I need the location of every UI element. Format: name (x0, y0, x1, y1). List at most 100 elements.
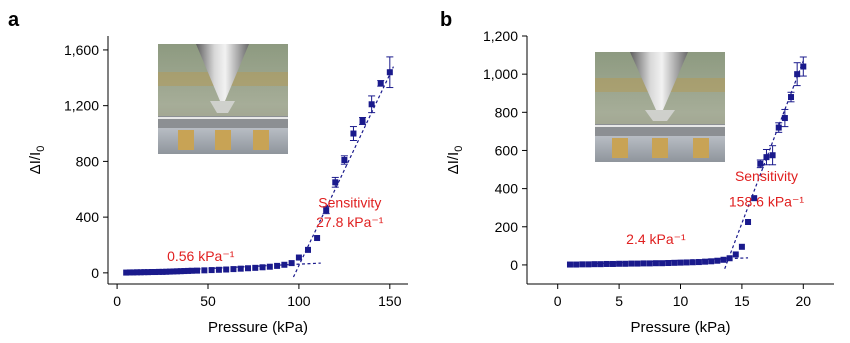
chart-a-data-point (274, 262, 281, 269)
panel-label-a: a (8, 9, 20, 31)
chart-b-ytick-label: 600 (495, 142, 519, 158)
chart-a-xtick-label: 150 (378, 293, 402, 309)
chart-b-data-point (603, 260, 610, 267)
chart-a-annotation-3: 0.56 kPa⁻¹ (167, 248, 235, 264)
chart-a-data-point (123, 269, 130, 276)
chart-a-ytick-label: 400 (76, 209, 100, 225)
chart-a-data-point (377, 80, 384, 87)
chart-b-data-point (573, 261, 580, 268)
chart-a-data-point (266, 263, 273, 270)
chart-b-data-point (726, 255, 733, 262)
chart-b-data-point (665, 260, 672, 267)
chart-a-data-point (185, 267, 191, 274)
chart-a-data-point (194, 267, 201, 274)
panel-label-b: b (440, 9, 452, 31)
chart-a-data-point (152, 269, 159, 276)
chart-b-data-point (597, 261, 604, 268)
chart-b-data-point (640, 260, 647, 267)
chart-b-y-axis-label-sub: 0 (453, 146, 465, 152)
chart-b-data-point (781, 115, 788, 122)
chart-b-data-point (745, 219, 752, 225)
chart-a-data-point (134, 269, 141, 276)
chart-b-ytick-label: 0 (510, 257, 518, 273)
chart-a-annotation-2: 27.8 kPa⁻¹ (316, 214, 384, 230)
chart-b-data-point (763, 154, 770, 161)
chart-a-ytick-label: 1,600 (64, 42, 99, 58)
chart-a-ytick-label: 1,200 (64, 98, 99, 114)
chart-a-data-point (350, 130, 357, 137)
chart-a-data-point (230, 266, 237, 273)
chart-a-data-point (188, 267, 195, 274)
chart-a-data-point (252, 264, 259, 271)
chart-a-fit-line-1 (126, 262, 321, 274)
chart-b-y-axis-label-main: ΔI/I (445, 152, 462, 175)
chart-b-ytick-label: 400 (495, 181, 519, 197)
chart-a-data-point (159, 268, 166, 275)
chart-a-data-point (163, 268, 170, 275)
chart-b-data-point (732, 251, 739, 258)
chart-b-xtick-label: 15 (734, 293, 750, 309)
chart-b-data-point (659, 260, 666, 267)
chart-a-y-axis-label-main: ΔI/I (27, 152, 44, 175)
chart-b-data-point (683, 259, 690, 266)
chart-b-ytick-label: 1,200 (483, 28, 518, 44)
chart-b-data-point (585, 261, 592, 268)
chart-b-data-point (646, 260, 653, 267)
chart-a-data-point (314, 235, 321, 242)
chart-b-data-point (566, 261, 573, 268)
chart-b-data-point (677, 259, 684, 266)
chart-a-data-point (386, 69, 393, 76)
inset-photo-a (158, 44, 288, 154)
chart-b-data-point (622, 260, 629, 267)
chart-a-data-point (201, 267, 208, 274)
chart-b-data-point (591, 261, 598, 268)
chart-a-data-point (148, 269, 155, 276)
chart-a-data-point (305, 246, 311, 253)
chart-a-data-point (359, 117, 366, 124)
chart-b-data-point (788, 94, 795, 101)
chart-a-ytick-label: 800 (76, 153, 100, 169)
chart-a-y-axis-label-sub: 0 (35, 146, 47, 152)
chart-b-data-point (695, 259, 702, 266)
chart-b-data-point (720, 256, 727, 263)
chart-a-y-axis-label: ΔI/I0 (27, 146, 47, 175)
chart-b-data-point (769, 152, 776, 159)
chart-b-xtick-label: 20 (796, 293, 812, 309)
chart-b-annotation-2: 158.6 kPa⁻¹ (729, 194, 804, 210)
chart-b-data-point (628, 260, 635, 267)
chart-a-x-axis-label: Pressure (kPa) (208, 319, 308, 336)
chart-b-data-point (714, 257, 721, 264)
chart-a-data-point (181, 268, 188, 275)
chart-a-data-point (368, 101, 375, 108)
chart-a-data-point (145, 269, 151, 276)
panel-b: b 0 200 400 600 800 1,000 1,200 0 5 10 15 20 Pressur… (440, 9, 834, 336)
chart-a-data-point (281, 261, 288, 268)
chart-b-xtick-label: 0 (554, 293, 562, 309)
chart-b-annotation-3: 2.4 kPa⁻¹ (626, 231, 686, 247)
chart-a-xtick-label: 0 (113, 293, 121, 309)
chart-a-data-point (288, 260, 295, 267)
chart-a-annotation-1: Sensitivity (318, 194, 381, 210)
chart-b-data-point (579, 261, 586, 268)
chart-b-data-point (775, 124, 782, 131)
chart-b-ytick-label: 800 (495, 104, 519, 120)
chart-b-data-point (634, 260, 641, 267)
chart-b-data-point (689, 259, 696, 266)
chart-a-data-point (245, 265, 251, 272)
chart-b-xtick-label: 5 (615, 293, 623, 309)
chart-a-data-point (137, 269, 144, 276)
chart-a-data-point (130, 269, 137, 276)
chart-a-fit-line-2 (292, 66, 394, 278)
chart-b-data-point (652, 260, 659, 267)
chart-a-xtick-label: 100 (287, 293, 311, 309)
chart-a-data-point (166, 268, 173, 275)
chart-b-data-point (702, 258, 709, 265)
chart-b-data-point (794, 71, 801, 78)
chart-b-y-axis-label: ΔI/I0 (445, 146, 465, 175)
chart-b-ytick-label: 1,000 (483, 66, 518, 82)
chart-a-ytick-label: 0 (91, 265, 99, 281)
chart-a-data-point (170, 268, 177, 275)
chart-b-data-point (708, 258, 715, 265)
chart-b-data-point (751, 195, 758, 202)
